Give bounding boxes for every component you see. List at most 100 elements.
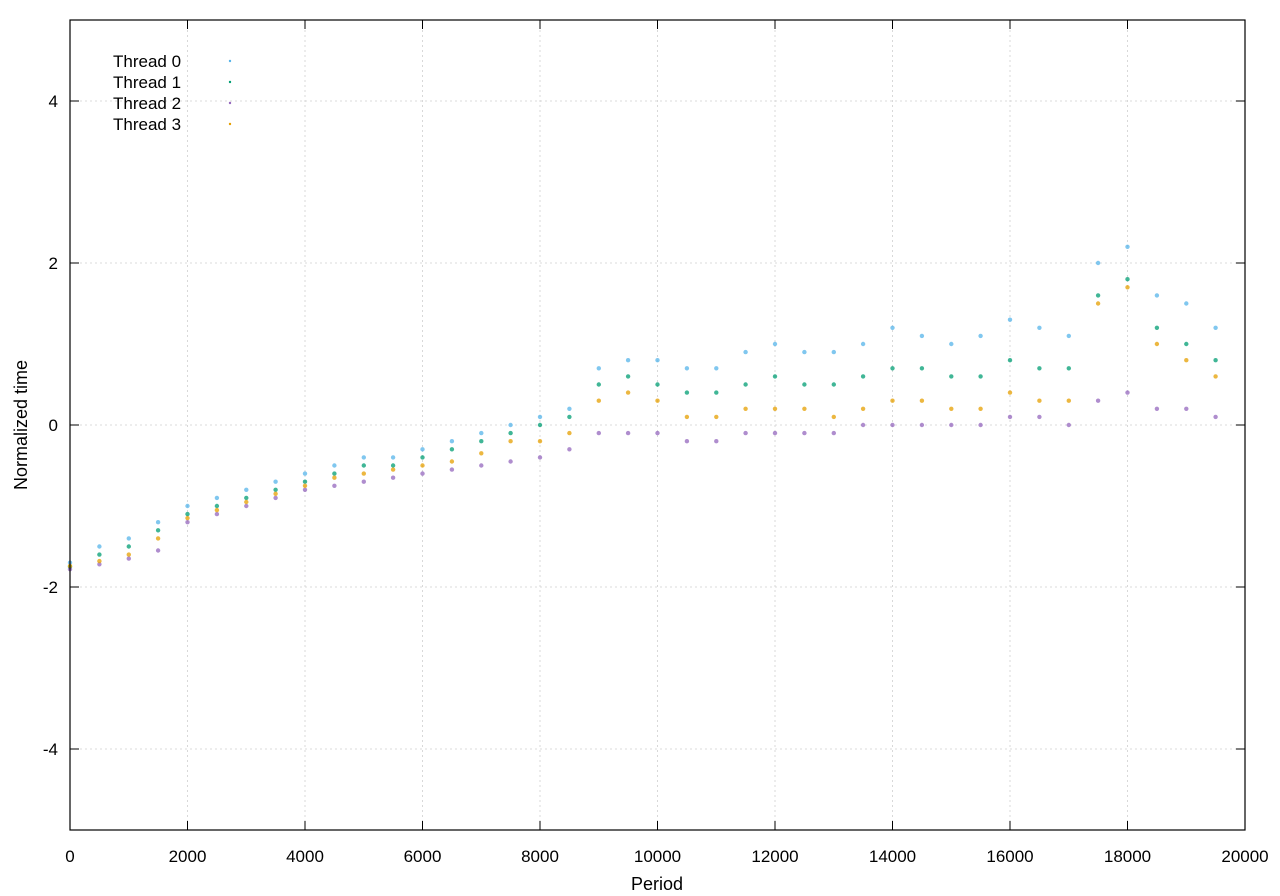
data-point [302, 487, 308, 492]
x-tick-label: 20000 [1221, 847, 1268, 866]
legend-label: Thread 2 [113, 94, 181, 113]
data-point [949, 422, 954, 428]
y-tick-labels: -4 -2 0 2 4 [43, 92, 58, 759]
data-point [949, 341, 954, 347]
data-point [537, 422, 543, 428]
data-point [772, 406, 778, 411]
data-point [361, 463, 366, 468]
data-point [1184, 341, 1189, 347]
data-point [537, 414, 543, 420]
data-point [449, 447, 455, 452]
data-point [890, 422, 895, 428]
data-point [479, 451, 484, 456]
data-point [126, 544, 131, 549]
data-point [1125, 244, 1130, 249]
data-point [567, 430, 572, 436]
data-point [1066, 333, 1072, 339]
y-tick-label: 2 [49, 254, 58, 273]
data-point [1154, 325, 1160, 330]
series-points [67, 244, 1218, 565]
data-point [772, 374, 778, 379]
data-point [390, 463, 396, 468]
data-point [155, 536, 161, 541]
data-point [1066, 398, 1072, 403]
data-point [625, 358, 631, 363]
data-point [1154, 341, 1160, 347]
x-tick-label: 10000 [634, 847, 681, 866]
data-point [273, 487, 278, 492]
data-points [67, 244, 1218, 572]
data-point [244, 503, 249, 509]
series-points [67, 277, 1218, 569]
data-point [185, 520, 190, 525]
data-point [1154, 406, 1160, 411]
legend-label: Thread 3 [113, 115, 181, 134]
data-point [420, 463, 425, 468]
data-point [185, 511, 190, 517]
data-point [302, 479, 308, 484]
data-point [273, 495, 278, 501]
data-point [743, 430, 748, 436]
data-point [1184, 301, 1189, 306]
data-point [508, 422, 513, 428]
data-point [449, 459, 455, 464]
data-point [244, 487, 249, 492]
data-point [743, 349, 748, 355]
data-point [684, 414, 690, 420]
data-point [1125, 390, 1130, 395]
data-point [420, 455, 425, 460]
data-point [126, 552, 131, 557]
data-point [625, 390, 631, 395]
data-point [155, 528, 161, 533]
data-point [126, 556, 131, 561]
data-point [714, 390, 719, 395]
data-point [479, 439, 484, 444]
data-point [1095, 293, 1101, 298]
series-points [67, 390, 1218, 572]
data-point [919, 333, 925, 339]
data-point [1066, 422, 1072, 428]
data-point [390, 475, 396, 480]
data-point [978, 422, 983, 428]
data-point [567, 406, 572, 411]
data-point [1037, 414, 1042, 420]
data-point [1095, 260, 1101, 266]
data-point [919, 422, 925, 428]
data-point [155, 520, 161, 525]
data-point [655, 358, 660, 363]
data-point [890, 366, 895, 371]
x-tick-label: 16000 [986, 847, 1033, 866]
data-point [655, 382, 660, 387]
data-point [1007, 317, 1013, 322]
data-point [772, 341, 778, 347]
data-point [567, 447, 572, 452]
data-point [625, 430, 631, 436]
data-point [244, 499, 249, 505]
data-point [361, 471, 366, 476]
data-point [890, 325, 895, 330]
data-point [537, 455, 543, 460]
data-point [978, 333, 983, 339]
legend: Thread 0 Thread 1 Thread 2 Thread 3 [113, 52, 232, 134]
data-point [1095, 301, 1101, 306]
data-point [332, 471, 337, 476]
data-point [655, 398, 660, 403]
x-tick-label: 6000 [404, 847, 442, 866]
data-point [1037, 366, 1042, 371]
data-point [1184, 406, 1189, 411]
data-point [390, 455, 396, 460]
data-point [860, 406, 866, 411]
y-axis-title: Normalized time [11, 360, 31, 490]
data-point [214, 503, 220, 509]
data-point [596, 366, 601, 371]
data-point [743, 406, 748, 411]
y-tick-label: -4 [43, 740, 58, 759]
legend-label: Thread 0 [113, 52, 181, 71]
data-point [684, 390, 690, 395]
legend-label: Thread 1 [113, 73, 181, 92]
data-point [420, 471, 425, 476]
data-point [772, 430, 778, 436]
data-point [978, 374, 983, 379]
data-point [97, 552, 102, 557]
